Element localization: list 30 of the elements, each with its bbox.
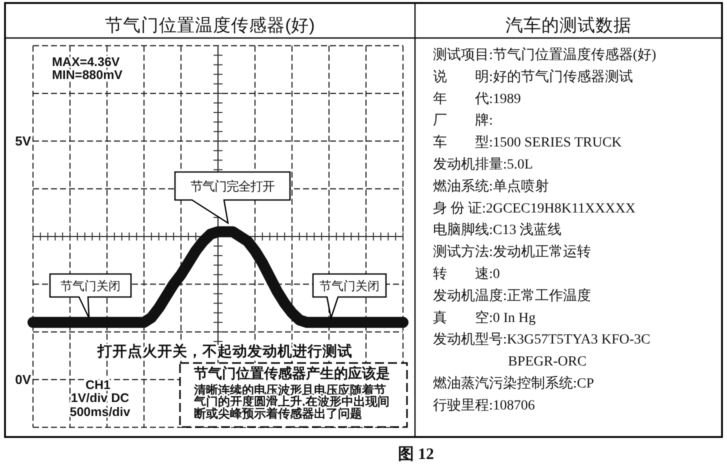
annotation: 车 型:1500 SERIES TRUCK [433, 136, 622, 151]
title: 节气门位置温度传感器(好) [105, 15, 315, 35]
annotation: 测试项目:节气门位置温度传感器(好) [433, 48, 656, 63]
annotation: 1V/div DC [70, 391, 130, 405]
annotation: 发动机排量:5.0L [433, 158, 533, 172]
annotation: 节气门位置传感器产生的应该是 [194, 366, 390, 382]
annotation: 电脑脚线:C13 浅蓝线 [433, 223, 562, 238]
annotation: 燃油蒸汽污染控制系统:CP [433, 376, 594, 392]
annotation: 年 代:1989 [433, 92, 521, 107]
annotation: 行驶里程:108706 [433, 398, 535, 414]
annotation: 转 速:0 [433, 267, 500, 282]
annotation: 节气门关闭 [60, 279, 120, 294]
annotation: 发动机型号:K3G57T5TYA3 KFO-3C [433, 332, 650, 348]
annotation: 节气门完全打开 [190, 180, 274, 194]
annotation: 真 空:0 In Hg [433, 310, 536, 326]
annotation: 身 份 证:2GCEC19H8K11XXXXX [433, 201, 636, 216]
annotation: BPEGR-ORC [508, 354, 587, 370]
annotation: 测试方法:发动机正常运转 [433, 245, 591, 260]
title: 汽车的测试数据 [506, 15, 632, 35]
annotation: CH1 [86, 378, 110, 392]
annotation: 厂 牌: [433, 114, 493, 129]
y-tick-label: 0V [15, 372, 31, 388]
annotation: MAX=4.36V [52, 55, 120, 69]
annotation: 图 12 [398, 446, 434, 463]
annotation: 节气门关闭 [320, 279, 380, 294]
annotation: 燃油系统:单点喷射 [433, 179, 549, 194]
annotation: 500ms/div [70, 405, 130, 419]
annotation: 发动机温度:正常工作温度 [433, 288, 591, 304]
y-tick-label: 5V [15, 134, 31, 149]
annotation: 说 明:好的节气门传感器测试 [433, 70, 633, 85]
